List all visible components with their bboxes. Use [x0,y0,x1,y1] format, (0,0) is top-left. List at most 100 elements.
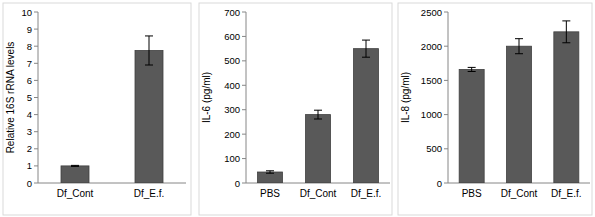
y-tick [444,114,448,115]
error-cap [314,118,322,119]
y-tick-label: 6 [27,75,32,86]
bar [354,49,379,183]
error-cap [71,166,79,167]
error-cap [515,53,523,54]
y-tick-label: 2000 [421,41,442,52]
y-tick [34,29,38,30]
y-tick-label: 0 [235,178,240,189]
error-cap [362,40,370,41]
bar [258,172,283,183]
y-axis-label: Relative 16S rRNA levels [5,42,16,154]
error-cap [314,110,322,111]
bar [459,69,484,183]
y-tick-label: 10 [21,7,32,18]
x-tick-label: Df_E.f. [134,188,165,199]
bar [554,32,579,183]
y-tick [242,109,246,110]
bar [61,166,89,183]
y-tick-label: 2 [27,143,32,154]
error-cap [266,173,274,174]
y-tick-label: 8 [27,41,32,52]
bar [306,115,331,183]
y-tick-label: 4 [27,109,32,120]
x-tick-label: Df_Cont [300,188,337,199]
y-tick-label: 700 [224,7,240,18]
error-stem [149,36,150,65]
y-tick-label: 1500 [421,75,442,86]
error-stem [519,39,520,54]
x-axis [38,183,186,184]
marks [258,40,379,183]
y-tick [242,36,246,37]
y-axis [246,12,247,183]
y-tick-label: 5 [27,92,32,103]
error-cap [362,57,370,58]
error-stem [318,110,319,119]
y-tick [444,46,448,47]
y-tick-label: 500 [224,55,240,66]
y-axis-label: IL-6 (pg/ml) [201,72,212,123]
y-tick-label: 300 [224,104,240,115]
y-tick-label: 100 [224,153,240,164]
y-tick [34,114,38,115]
y-tick [242,12,246,13]
y-tick-label: 500 [426,143,442,154]
figure: 0 1 2 3 4 5 6 7 8 9 10 Relative 16S rRNA levels Df_C… [0,0,595,217]
y-tick [242,158,246,159]
error-bar [314,110,322,119]
bar [507,46,532,183]
bar [135,50,163,183]
error-cap [468,67,476,68]
y-tick-label: 3 [27,126,32,137]
x-tick-label: PBS [462,188,482,199]
panel: 0100200300400500600700IL-6 (pg/ml)PBSDf_… [199,3,392,215]
y-tick [444,183,448,184]
error-cap [562,42,570,43]
y-axis [448,12,449,183]
error-bar [71,165,79,166]
error-stem [366,40,367,57]
error-bar [362,40,370,57]
x-tick-label: Df_E.f. [551,188,582,199]
panel: 012345678910Relative 16S rRNA levelsDf_C… [3,3,191,215]
error-bar [468,67,476,71]
y-tick-label: 400 [224,80,240,91]
x-tick-label: Df_Cont [57,188,94,199]
y-tick [34,97,38,98]
y-tick [34,131,38,132]
y-tick [444,80,448,81]
error-stem [566,21,567,43]
y-tick-label: 600 [224,31,240,42]
error-bar [515,39,523,54]
error-stem [471,67,472,71]
y-tick-label: 9 [27,24,32,35]
x-tick-label: Df_Cont [501,188,538,199]
error-cap [145,35,153,36]
marks [459,21,579,183]
marks [61,36,163,183]
y-tick [34,183,38,184]
y-tick [34,148,38,149]
y-tick [242,85,246,86]
y-tick [34,80,38,81]
error-cap [145,65,153,66]
y-tick-label: 200 [224,129,240,140]
panel-frame [199,3,392,215]
y-tick-label: 1 [27,160,32,171]
y-tick [34,63,38,64]
error-bar [562,21,570,43]
error-cap [266,170,274,171]
y-tick [34,46,38,47]
y-tick [242,134,246,135]
y-tick [34,165,38,166]
y-tick-label: 2500 [421,7,442,18]
y-tick [242,183,246,184]
error-cap [71,165,79,166]
y-tick [444,148,448,149]
panel: 05001000150020002500IL-8 (pg/ml)PBSDf_Co… [398,3,592,215]
error-bar [266,171,274,173]
y-tick-label: 7 [27,58,32,69]
y-tick-label: 1000 [421,109,442,120]
y-tick [444,12,448,13]
error-cap [468,71,476,72]
